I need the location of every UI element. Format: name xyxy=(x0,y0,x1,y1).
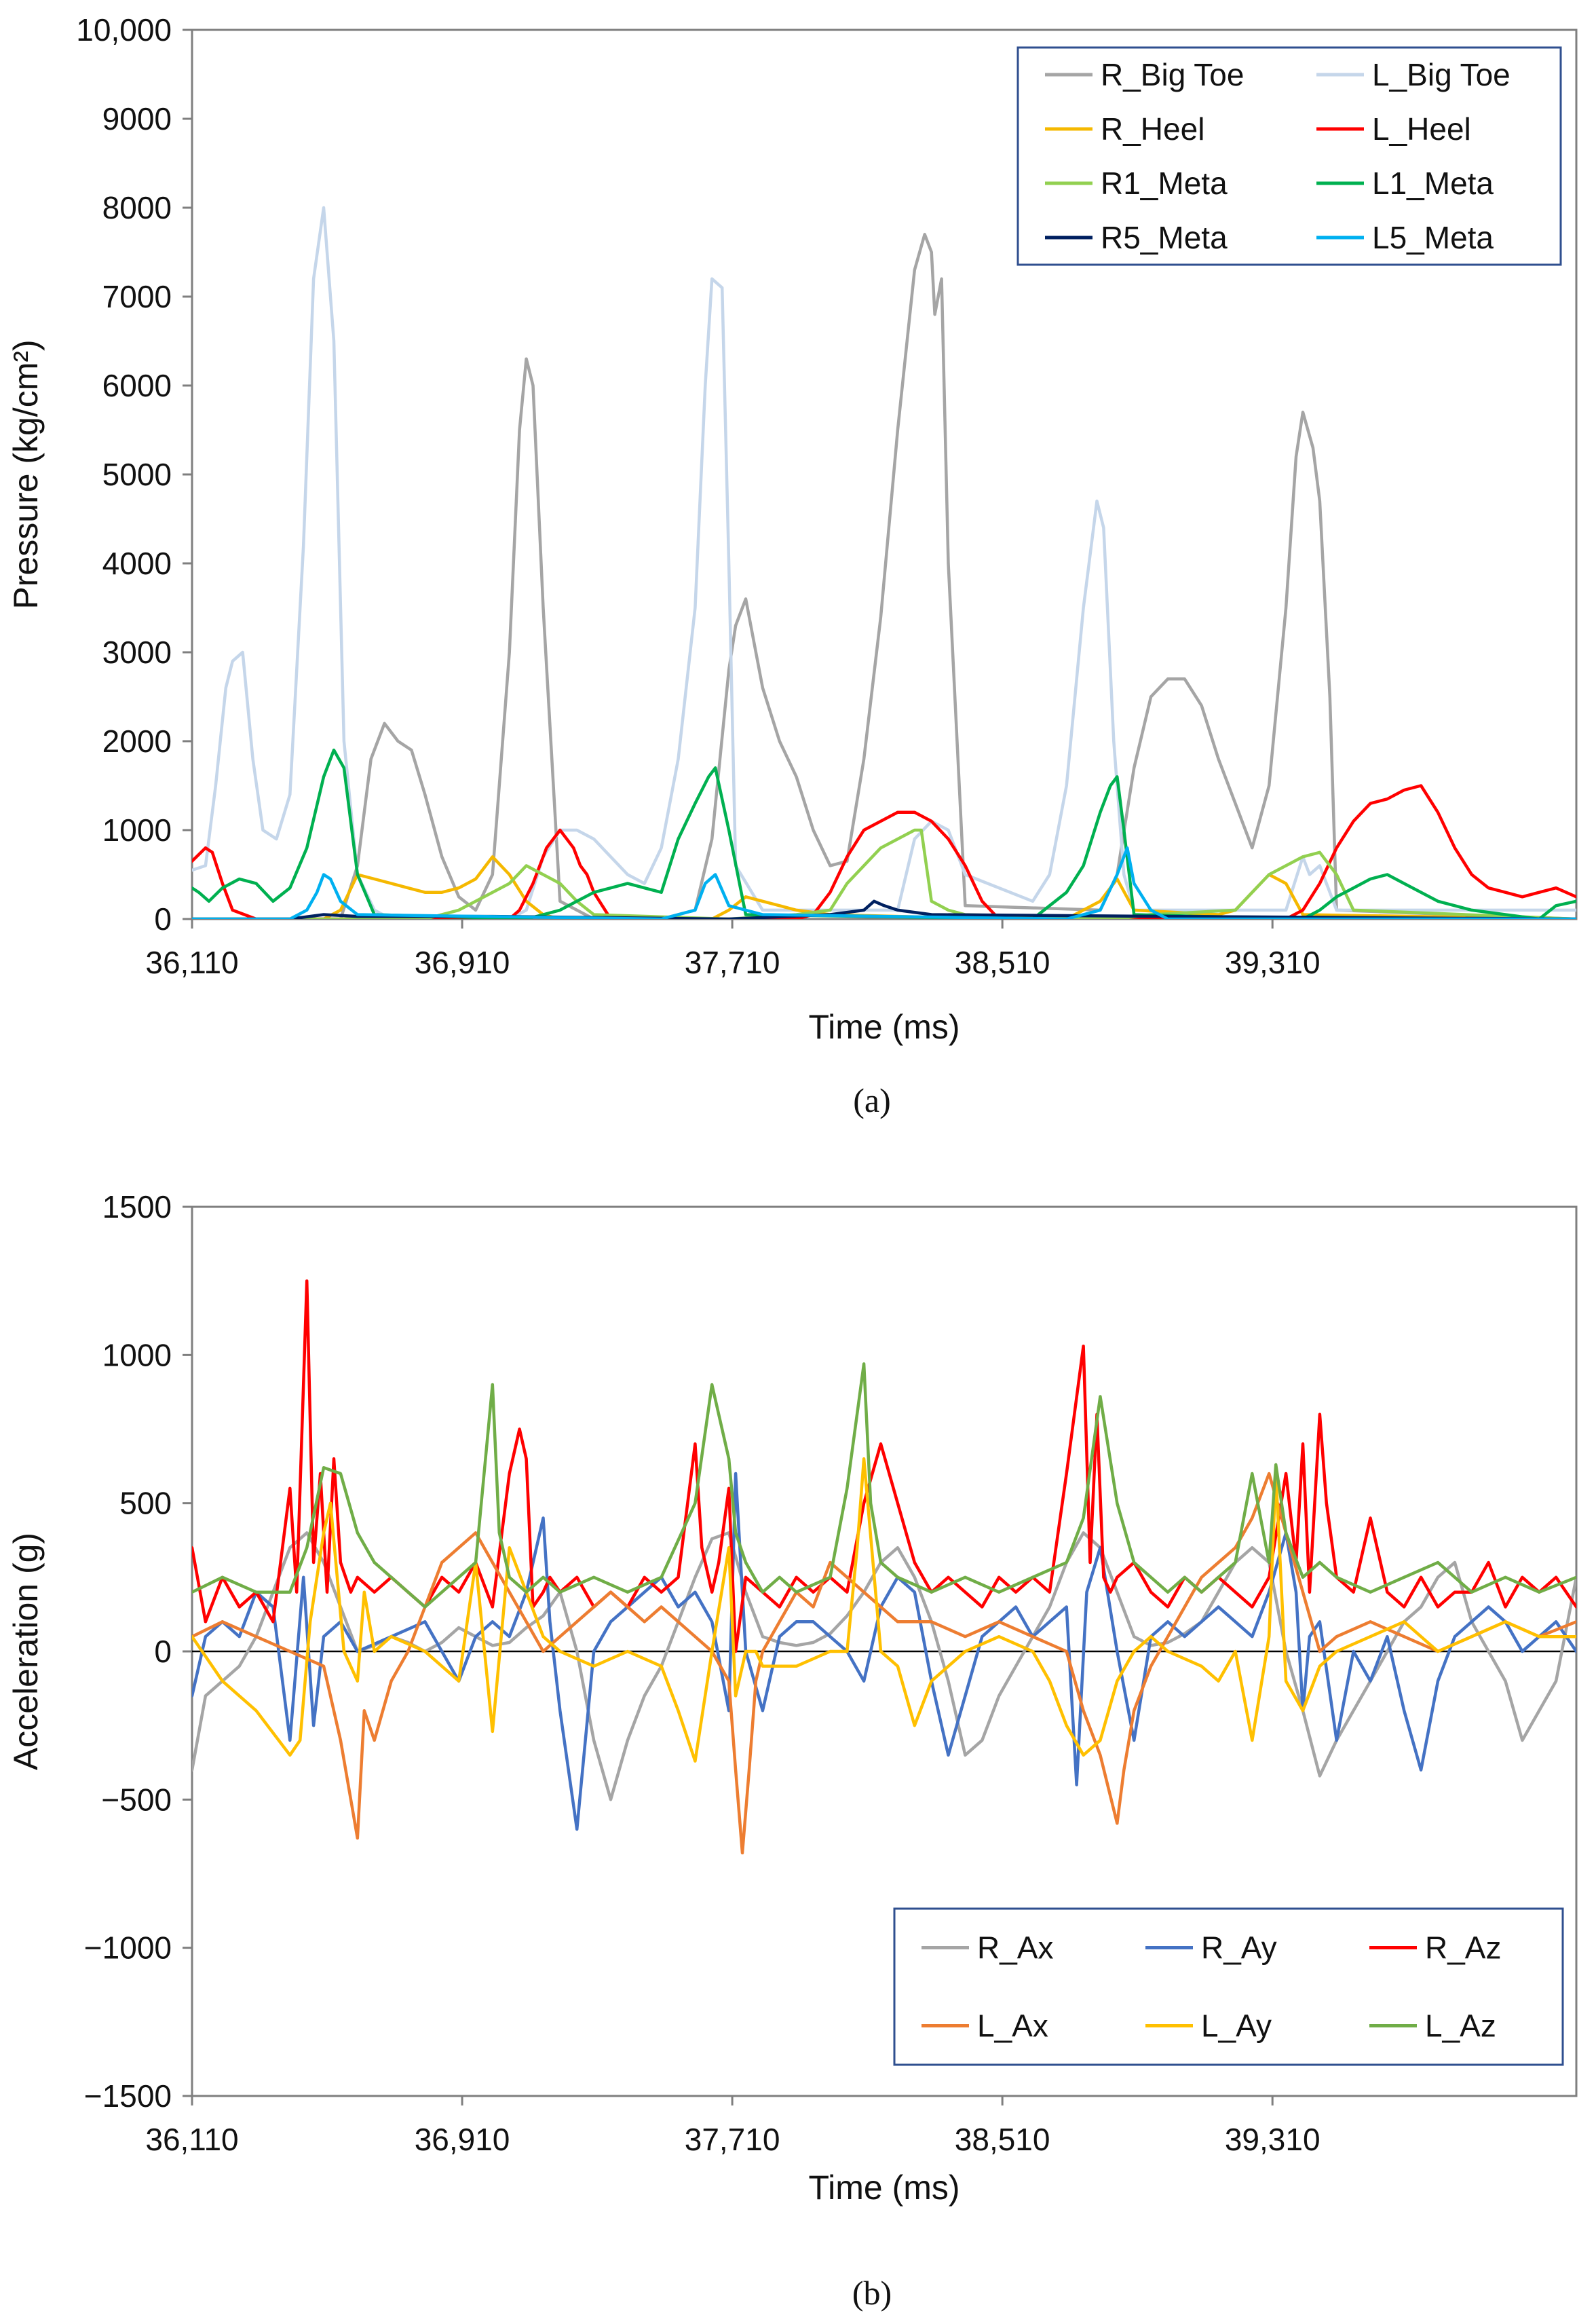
x-axis-title: Time (ms) xyxy=(808,1008,960,1046)
y-tick-label: −1500 xyxy=(84,2078,172,2114)
legend-box xyxy=(1016,46,1562,266)
x-tick-label: 38,510 xyxy=(955,2122,1050,2157)
y-tick-label: 0 xyxy=(154,1634,172,1669)
y-tick-label: 4000 xyxy=(102,546,172,581)
y-tick-label: 7000 xyxy=(102,279,172,314)
legend-label-l-az: L_Az xyxy=(1425,2008,1496,2044)
x-tick-label: 36,110 xyxy=(145,945,238,980)
x-tick-label: 37,710 xyxy=(685,2122,780,2157)
x-tick-label: 39,310 xyxy=(1225,945,1320,980)
legend-label-l-big-toe: L_Big Toe xyxy=(1372,57,1510,92)
series-line-r-az xyxy=(192,1279,1576,1653)
legend-label-l1-meta: L1_Meta xyxy=(1372,166,1494,201)
series-line-l-az xyxy=(192,1362,1576,1609)
legend-box xyxy=(893,1907,1564,2066)
y-tick-label: 6000 xyxy=(102,368,172,403)
x-tick-label: 36,110 xyxy=(145,2122,238,2157)
caption-a: (a) xyxy=(853,1081,891,1119)
legend-label-l-heel: L_Heel xyxy=(1372,111,1471,147)
y-axis-title: Pressure (kg/cm²) xyxy=(7,339,45,609)
series-line-r5-meta xyxy=(192,899,1576,919)
series-line-r-big-toe xyxy=(192,233,1576,919)
y-tick-label: 8000 xyxy=(102,190,172,225)
caption-b: (b) xyxy=(852,2274,892,2312)
series-group xyxy=(192,1279,1576,1855)
y-tick-label: 1000 xyxy=(102,1337,172,1372)
legend-label-r1-meta: R1_Meta xyxy=(1101,166,1228,201)
x-tick-label: 37,710 xyxy=(685,945,780,980)
series-line-l1-meta xyxy=(192,748,1576,919)
y-tick-label: −1000 xyxy=(84,1930,172,1966)
legend-label-r5-meta: R5_Meta xyxy=(1101,220,1228,255)
legend: R_Big Toe L_Big Toe R_Heel L_Heel R1_Meta L1_… xyxy=(1016,46,1562,266)
legend-label-l5-meta: L5_Meta xyxy=(1372,220,1494,255)
y-tick-label: −500 xyxy=(101,1782,172,1817)
x-axis-title: Time (ms) xyxy=(808,2169,960,2207)
chart-b-acceleration: −1500 −1000 −500 0 500 1000 1500 36,110 36,910 37… xyxy=(7,1189,1578,2207)
y-axis-title: Acceleration (g) xyxy=(7,1533,45,1770)
series-line-l-ax xyxy=(192,1472,1576,1855)
series-line-l-heel xyxy=(192,784,1576,919)
legend-label-r-ay: R_Ay xyxy=(1201,1930,1277,1966)
y-tick-label: 500 xyxy=(119,1486,172,1521)
legend-label-l-ay: L_Ay xyxy=(1201,2008,1272,2044)
legend-label-r-heel: R_Heel xyxy=(1101,111,1204,147)
x-tick-label: 36,910 xyxy=(415,945,510,980)
y-tick-label: 1000 xyxy=(102,812,172,848)
legend-label-r-big-toe: R_Big Toe xyxy=(1101,57,1244,92)
y-tick-label: 2000 xyxy=(102,724,172,759)
legend: R_Ax R_Ay R_Az L_Ax L_Ay L_Az xyxy=(893,1907,1564,2066)
series-line-l-ay xyxy=(192,1457,1576,1763)
x-tick-label: 38,510 xyxy=(955,945,1050,980)
chart-a-pressure: 0 1000 2000 3000 4000 5000 6000 7000 8000 9000 10,… xyxy=(7,12,1578,1046)
series-line-r-heel xyxy=(192,855,1576,919)
y-tick-label: 3000 xyxy=(102,635,172,670)
legend-label-l-ax: L_Ax xyxy=(977,2008,1048,2044)
series-line-l-big-toe xyxy=(192,206,1576,919)
series-line-l5-meta xyxy=(192,846,1576,919)
y-tick-label: 0 xyxy=(154,901,172,937)
x-tick-label: 36,910 xyxy=(415,2122,510,2157)
y-tick-label: 9000 xyxy=(102,101,172,136)
series-line-r1-meta xyxy=(192,828,1576,919)
legend-label-r-ax: R_Ax xyxy=(977,1930,1053,1966)
y-tick-label: 10,000 xyxy=(76,12,172,48)
x-tick-label: 39,310 xyxy=(1225,2122,1320,2157)
legend-label-r-az: R_Az xyxy=(1425,1930,1501,1966)
series-group xyxy=(192,206,1576,919)
y-tick-label: 1500 xyxy=(102,1189,172,1224)
y-tick-label: 5000 xyxy=(102,457,172,492)
